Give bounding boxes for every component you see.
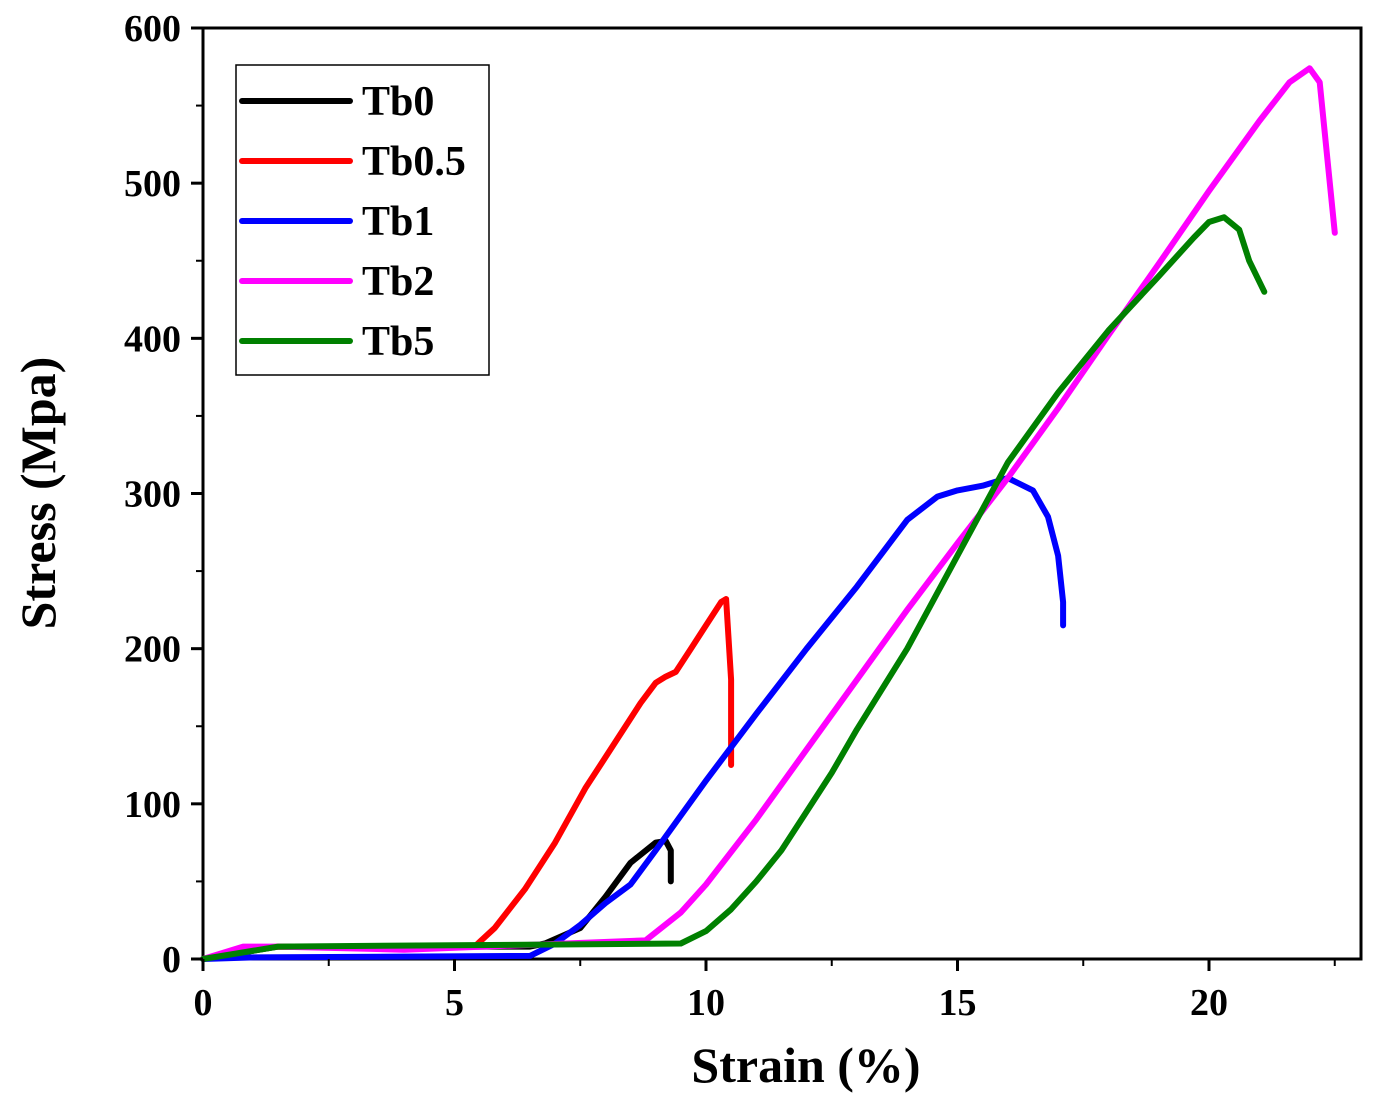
- x-tick-label: 0: [194, 982, 213, 1024]
- series-line-tb1: [200, 475, 1067, 962]
- series-line-tb5: [200, 214, 1268, 962]
- x-tick-label: 20: [1190, 982, 1228, 1024]
- series-layer: [200, 65, 1338, 962]
- y-tick-label: 300: [124, 474, 181, 516]
- y-tick-label: 200: [124, 629, 181, 671]
- y-tick-label: 100: [124, 784, 181, 826]
- legend-label-tb0: Tb0: [362, 79, 434, 125]
- legend: Tb0 Tb0.5 Tb1 Tb2 Tb5: [235, 64, 490, 376]
- x-tick-label: 10: [687, 982, 725, 1024]
- x-tick-label: 5: [445, 982, 464, 1024]
- y-tick-label: 0: [162, 939, 181, 981]
- y-tick-label: 500: [124, 163, 181, 205]
- legend-items: Tb0 Tb0.5 Tb1 Tb2 Tb5: [239, 79, 466, 365]
- series-line-tb0-5: [200, 596, 735, 962]
- legend-label-tb2: Tb2: [362, 259, 434, 305]
- y-tick-label: 400: [124, 318, 181, 360]
- x-tick-label: 15: [939, 982, 977, 1024]
- legend-label-tb0-5: Tb0.5: [362, 139, 466, 185]
- legend-label-tb5: Tb5: [362, 319, 434, 365]
- y-axis-title: Stress (Mpa): [10, 357, 66, 630]
- x-axis-title: Strain (%): [691, 1037, 920, 1093]
- y-tick-label: 600: [124, 8, 181, 50]
- legend-label-tb1: Tb1: [362, 199, 434, 245]
